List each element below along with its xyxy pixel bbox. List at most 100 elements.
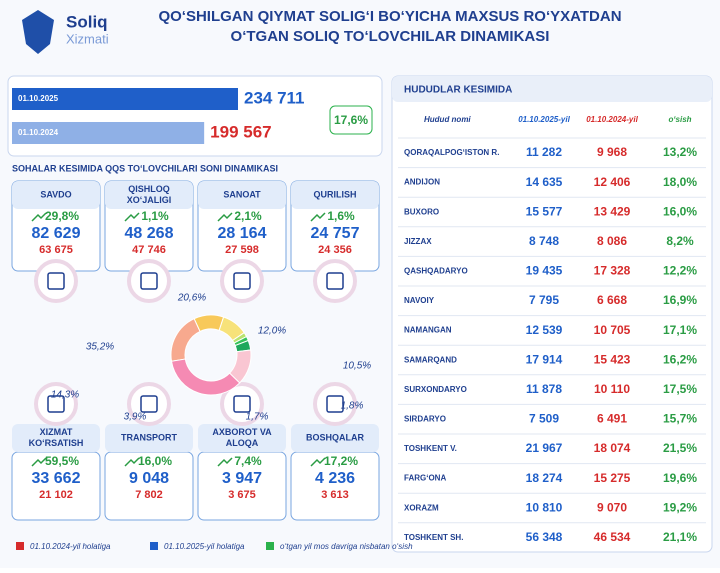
table-cell: 12 539 [526, 323, 563, 337]
sector-growth: 7,4% [234, 454, 262, 468]
table-cell: 10 810 [526, 500, 563, 514]
table-cell: 10 110 [594, 382, 630, 396]
table-cell: NAVOIY [404, 296, 435, 305]
table-cell: 21,5% [663, 441, 697, 455]
sector-icon [34, 259, 78, 303]
sector-previous: 3 675 [228, 489, 256, 501]
sector-previous: 21 102 [39, 489, 73, 501]
table-header: o‘sish [668, 115, 691, 124]
table-cell: 9 968 [597, 145, 627, 159]
table-cell: 16,9% [663, 293, 697, 307]
legend-swatch [150, 542, 158, 550]
sector-header [105, 181, 193, 209]
table-cell: QASHQADARYO [404, 267, 468, 276]
growth-arrow [217, 457, 233, 467]
table-cell: 10 705 [594, 323, 631, 337]
sector-current: 4 236 [315, 470, 355, 487]
table-header: 01.10.2025-yil [518, 115, 570, 124]
sector-icon [127, 259, 171, 303]
table-cell: SAMARQAND [404, 355, 457, 364]
table-cell: 15 423 [594, 352, 631, 366]
sector-icon [34, 382, 78, 426]
sector-header [198, 424, 286, 452]
table-cell: 12 406 [594, 175, 631, 189]
growth-arrow [310, 212, 326, 222]
title: O‘TGAN SOLIQ TO‘LOVCHILAR DINAMIKASI [231, 28, 550, 45]
regions-title: HUDUDLAR KESIMIDA [404, 85, 512, 96]
table-cell: 15 577 [526, 204, 563, 218]
sector-name: SAVDO [40, 189, 71, 199]
table-cell: 19,2% [663, 500, 697, 514]
table-cell: 16,2% [663, 352, 697, 366]
sector-icon [313, 382, 357, 426]
table-cell: 12,2% [663, 264, 697, 278]
logo-emblem [22, 10, 54, 54]
table-cell: 11 282 [526, 145, 562, 159]
table-cell: 21,1% [663, 530, 697, 544]
sector-header [198, 181, 286, 209]
sector-icon [220, 259, 264, 303]
table-cell: 8 086 [597, 234, 627, 248]
table-cell: 11 878 [526, 382, 562, 396]
sector-header [291, 424, 379, 452]
table-cell: 17,5% [663, 382, 697, 396]
table-cell: 17 914 [526, 352, 563, 366]
sector-growth: 29,8% [45, 209, 79, 223]
table-cell: JIZZAX [404, 237, 432, 246]
donut-label: 35,2% [86, 342, 114, 353]
sector-name: QISHLOQ XO‘JALIGI [127, 184, 172, 205]
sector-name: XIZMAT KO‘RSATISH [29, 427, 84, 448]
sector-growth: 16,0% [138, 454, 172, 468]
sector-icon-glyph [233, 395, 251, 413]
table-header: 01.10.2024-yil [586, 115, 638, 124]
table-header: Hudud nomi [424, 115, 471, 124]
sector-icon-glyph [326, 395, 344, 413]
section-title: SOHALAR KESIMIDA QQS TO‘LOVCHILARI SONI … [12, 163, 278, 173]
table-cell: XORAZM [404, 503, 439, 512]
table-cell: 46 534 [594, 530, 631, 544]
sector-previous: 3 613 [321, 489, 349, 501]
table-cell: 17,1% [663, 323, 697, 337]
sector-growth: 1,1% [141, 209, 169, 223]
sector-previous: 63 675 [39, 244, 73, 256]
table-cell: 17 328 [594, 264, 631, 278]
growth-arrow [31, 457, 47, 467]
sector-icon [313, 259, 357, 303]
sector-current: 28 164 [218, 225, 267, 242]
sector-growth: 1,6% [327, 209, 355, 223]
donut-label: 3,9% [124, 412, 147, 423]
legend-label: o‘tgan yil mos davriga nisbatan o‘sish [280, 542, 413, 551]
table-cell: 21 967 [526, 441, 563, 455]
summary-bar [12, 122, 205, 144]
sector-icon-glyph [140, 272, 158, 290]
sector-icon-glyph [326, 272, 344, 290]
sector-header [291, 181, 379, 209]
growth-value: 17,6% [334, 113, 368, 127]
growth-arrow [310, 457, 326, 467]
table-cell: 6 491 [597, 412, 627, 426]
sector-icon-glyph [47, 272, 65, 290]
growth-box [329, 105, 373, 135]
sector-current: 82 629 [32, 225, 81, 242]
regions-header [392, 76, 712, 102]
table-cell: ANDIJON [404, 178, 440, 187]
table-cell: 56 348 [526, 530, 563, 544]
sector-previous: 47 746 [132, 244, 166, 256]
sector-current: 48 268 [125, 225, 174, 242]
sector-icon-glyph [47, 395, 65, 413]
sector-icon [220, 382, 264, 426]
table-cell: BUXORO [404, 207, 439, 216]
sector-current: 3 947 [222, 470, 262, 487]
legend-swatch [266, 542, 274, 550]
sector-name: AXBOROT VA ALOQA [212, 427, 272, 448]
table-cell: 15,7% [663, 412, 697, 426]
donut-label: 1,8% [341, 401, 364, 412]
table-cell: TOSHKENT SH. [404, 533, 463, 542]
sector-header [12, 424, 100, 452]
donut-segment [170, 358, 241, 396]
logo-text: Xizmati [66, 31, 109, 46]
title: QO‘SHILGAN QIYMAT SOLIG‘I BO‘YICHA MAXSU… [158, 8, 621, 25]
table-cell: 9 070 [597, 500, 627, 514]
growth-arrow [124, 212, 140, 222]
